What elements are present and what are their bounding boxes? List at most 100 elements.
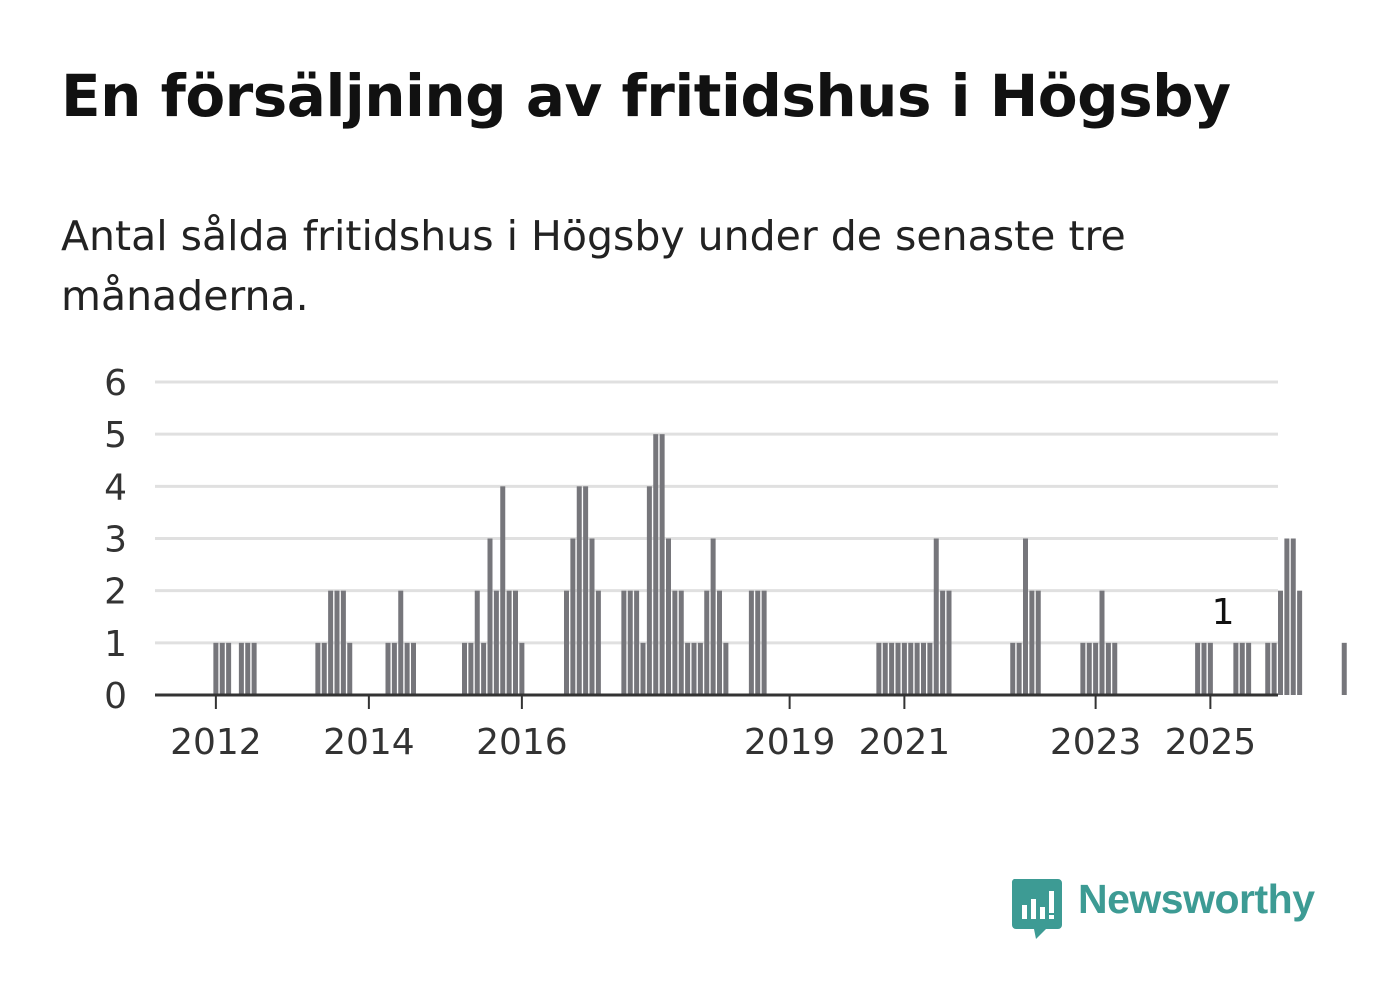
bar — [940, 590, 946, 695]
annotations: 1 — [1212, 592, 1235, 633]
bar — [570, 538, 576, 695]
bar — [914, 642, 920, 695]
bar — [691, 642, 697, 695]
bar — [933, 538, 939, 695]
bar — [1016, 642, 1022, 695]
bar — [1023, 538, 1028, 695]
bar — [697, 642, 703, 695]
bar — [564, 590, 569, 695]
bar — [251, 642, 257, 695]
y-tick-label: 2 — [104, 572, 127, 613]
bar — [1239, 642, 1245, 695]
x-tick-label: 2023 — [1050, 722, 1142, 763]
bar — [1290, 538, 1296, 695]
bar — [1271, 642, 1277, 695]
bar — [411, 642, 416, 695]
bar — [1297, 590, 1303, 695]
y-tick-label: 5 — [104, 415, 127, 456]
x-axis: 2012 2014 2016 2019 2021 2023 2025 — [155, 693, 1278, 763]
x-tick-label: 2012 — [170, 722, 262, 763]
bar — [666, 538, 671, 695]
brand-name: Newsworthy — [1078, 876, 1315, 922]
bar — [404, 642, 410, 695]
bar — [723, 642, 729, 695]
y-axis-labels: 0 1 2 3 4 5 6 — [104, 363, 127, 717]
bar — [678, 590, 684, 695]
bar — [901, 642, 907, 695]
bar — [621, 590, 627, 695]
bar — [895, 642, 901, 695]
y-tick-label: 0 — [104, 676, 127, 717]
bar — [646, 486, 652, 695]
bar — [213, 642, 219, 695]
bar — [1278, 590, 1283, 695]
y-tick-label: 4 — [104, 467, 127, 508]
bar — [761, 590, 767, 695]
bar — [589, 538, 595, 695]
bar — [481, 642, 487, 695]
bar — [1195, 642, 1201, 695]
bar — [474, 590, 480, 695]
x-tick-label: 2025 — [1165, 722, 1257, 763]
bar — [1105, 642, 1111, 695]
bar — [1207, 642, 1213, 695]
bar — [1080, 642, 1086, 695]
bar — [1010, 642, 1016, 695]
x-tick-label: 2016 — [476, 722, 568, 763]
bar — [238, 642, 244, 695]
bar — [462, 642, 467, 695]
bar — [889, 642, 895, 695]
bar — [1099, 590, 1105, 695]
bar — [391, 642, 397, 695]
x-tick-label: 2019 — [744, 722, 836, 763]
bar — [1112, 642, 1118, 695]
bars — [213, 434, 1347, 695]
bar — [1086, 642, 1092, 695]
newsworthy-logo-icon — [1011, 879, 1062, 939]
bar — [519, 642, 525, 695]
bar-chart: 0 1 2 3 4 5 6 2012 2014 2016 2019 2021 2023 2025 1 — [104, 363, 1347, 763]
bar — [1093, 642, 1099, 695]
bar — [659, 434, 665, 695]
bar — [340, 590, 346, 695]
y-tick-label: 1 — [104, 624, 127, 665]
bar — [946, 590, 952, 695]
bar — [576, 486, 582, 695]
bar — [717, 590, 722, 695]
bar — [685, 642, 691, 695]
bar — [882, 642, 888, 695]
bar — [506, 590, 512, 695]
bar — [493, 590, 499, 695]
bar — [487, 538, 493, 695]
bar — [755, 590, 761, 695]
bar — [908, 642, 914, 695]
bar — [1265, 642, 1271, 695]
bar — [583, 486, 589, 695]
bar — [334, 590, 340, 695]
bar — [634, 590, 640, 695]
bar — [1035, 590, 1041, 695]
bar — [245, 642, 251, 695]
bar — [927, 642, 933, 695]
bar — [595, 590, 601, 695]
bar — [748, 590, 754, 695]
x-tick-label: 2014 — [323, 722, 415, 763]
bar — [1029, 590, 1035, 695]
bar — [500, 486, 506, 695]
bar — [219, 642, 225, 695]
bar — [1201, 642, 1207, 695]
bar — [321, 642, 327, 695]
bar — [1246, 642, 1252, 695]
bar — [398, 590, 404, 695]
bar — [653, 434, 659, 695]
y-tick-label: 3 — [104, 520, 127, 561]
data-label-latest: 1 — [1212, 592, 1235, 633]
chart-title: En försäljning av fritidshus i Högsby — [61, 62, 1231, 130]
bar — [921, 642, 926, 695]
bar — [385, 642, 391, 695]
bar — [226, 642, 232, 695]
bar — [710, 538, 716, 695]
bar — [1341, 642, 1347, 695]
bar — [347, 642, 353, 695]
bar — [704, 590, 710, 695]
